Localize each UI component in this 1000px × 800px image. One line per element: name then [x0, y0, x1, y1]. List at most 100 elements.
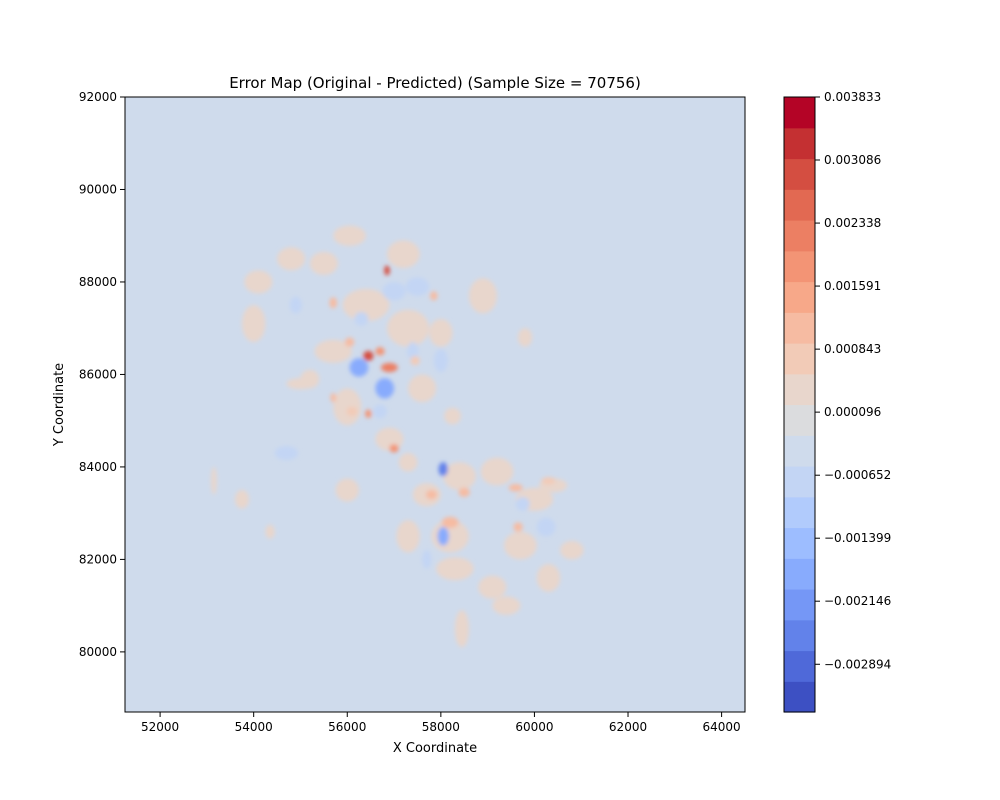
- x-axis-label: X Coordinate: [393, 741, 477, 756]
- error-region: [410, 355, 420, 366]
- colorbar: −0.002894 −0.002146 −0.001399 −0.000652 0.00…: [783, 90, 891, 713]
- y-tick-label: 82000: [79, 552, 117, 566]
- y-tick-label: 90000: [79, 182, 117, 196]
- colorbar-level: [784, 189, 815, 221]
- colorbar-tick-label: 0.001591: [824, 279, 881, 293]
- error-region: [329, 297, 337, 309]
- error-region: [365, 409, 372, 418]
- error-region: [468, 278, 497, 314]
- y-axis-label: Y Coordinate: [52, 363, 67, 447]
- error-region: [454, 610, 469, 648]
- error-region: [265, 524, 275, 539]
- error-region: [422, 550, 432, 569]
- error-region: [478, 575, 507, 599]
- plot-background: [125, 97, 745, 712]
- colorbar-level: [784, 496, 815, 529]
- y-tick-label: 88000: [79, 275, 117, 289]
- error-region: [407, 342, 419, 361]
- error-region: [398, 453, 418, 472]
- error-region: [314, 339, 352, 363]
- y-tick-label: 86000: [79, 367, 117, 381]
- y-tick-label: 84000: [79, 460, 117, 474]
- x-axis: 52000 54000 56000 58000 60000 62000 64000: [141, 712, 741, 734]
- colorbar-tick-label: 0.002338: [824, 216, 881, 230]
- error-region: [335, 478, 359, 502]
- error-region: [458, 487, 470, 497]
- error-region: [518, 328, 533, 347]
- error-region: [560, 540, 584, 560]
- error-region: [211, 466, 217, 495]
- error-region: [436, 557, 474, 581]
- error-region: [333, 225, 366, 246]
- error-region: [480, 457, 514, 486]
- error-region: [241, 305, 266, 343]
- x-tick-label: 64000: [703, 720, 741, 734]
- error-region: [433, 349, 448, 373]
- error-region: [349, 358, 369, 377]
- x-tick-label: 54000: [235, 720, 273, 734]
- error-region: [234, 490, 249, 509]
- colorbar-level: [784, 619, 815, 652]
- error-region: [346, 406, 358, 417]
- colorbar-level: [784, 373, 815, 406]
- x-tick-label: 60000: [515, 720, 553, 734]
- colorbar-level: [784, 343, 815, 375]
- colorbar-level: [784, 435, 815, 467]
- colorbar-level: [784, 127, 815, 160]
- colorbar-tick-label: −0.002894: [824, 657, 891, 671]
- error-region: [429, 318, 453, 347]
- error-region: [274, 446, 299, 460]
- x-tick-label: 62000: [609, 720, 647, 734]
- plot-frame: [124, 96, 746, 713]
- error-region: [389, 444, 399, 453]
- colorbar-frame: [783, 96, 816, 713]
- colorbar-level: [784, 650, 815, 682]
- x-tick-label: 58000: [422, 720, 460, 734]
- error-region: [408, 374, 437, 403]
- colorbar-tick-label: 0.000843: [824, 342, 881, 356]
- error-region: [430, 291, 438, 301]
- colorbar-level: [784, 220, 815, 252]
- error-region: [541, 477, 556, 485]
- error-region: [536, 564, 561, 592]
- error-region: [289, 296, 302, 314]
- colorbar-level: [784, 250, 815, 283]
- colorbar-level: [784, 404, 815, 436]
- colorbar-level: [784, 466, 815, 498]
- error-region: [396, 520, 420, 553]
- error-region: [384, 265, 390, 276]
- colorbar-level: [784, 158, 815, 190]
- error-region: [405, 277, 430, 296]
- error-region: [375, 347, 385, 356]
- error-region: [443, 462, 476, 491]
- colorbar-tick-label: 0.003086: [824, 153, 881, 167]
- error-region: [515, 496, 530, 511]
- colorbar-level: [784, 589, 815, 621]
- error-region: [375, 427, 404, 451]
- error-region: [504, 531, 537, 560]
- error-region: [425, 490, 438, 500]
- error-region: [277, 247, 306, 271]
- error-region: [513, 522, 523, 532]
- error-regions: [211, 225, 584, 648]
- error-region: [363, 350, 374, 362]
- x-tick-label: 56000: [328, 720, 366, 734]
- colorbar-level: [784, 527, 815, 559]
- colorbar-tick-label: −0.002146: [824, 594, 891, 608]
- colorbar-level: [784, 97, 815, 129]
- error-region: [380, 362, 398, 373]
- error-region: [373, 404, 388, 419]
- error-region: [354, 312, 369, 326]
- error-region: [244, 270, 273, 294]
- error-region: [387, 240, 420, 269]
- error-region: [333, 388, 362, 426]
- error-region: [492, 596, 521, 615]
- error-region: [438, 462, 448, 477]
- error-region: [508, 484, 523, 492]
- colorbar-tick-label: 0.003833: [824, 90, 881, 104]
- colorbar-level: [784, 312, 815, 344]
- error-region: [342, 288, 390, 322]
- error-region: [437, 527, 449, 546]
- chart-title: Error Map (Original - Predicted) (Sample…: [229, 74, 641, 92]
